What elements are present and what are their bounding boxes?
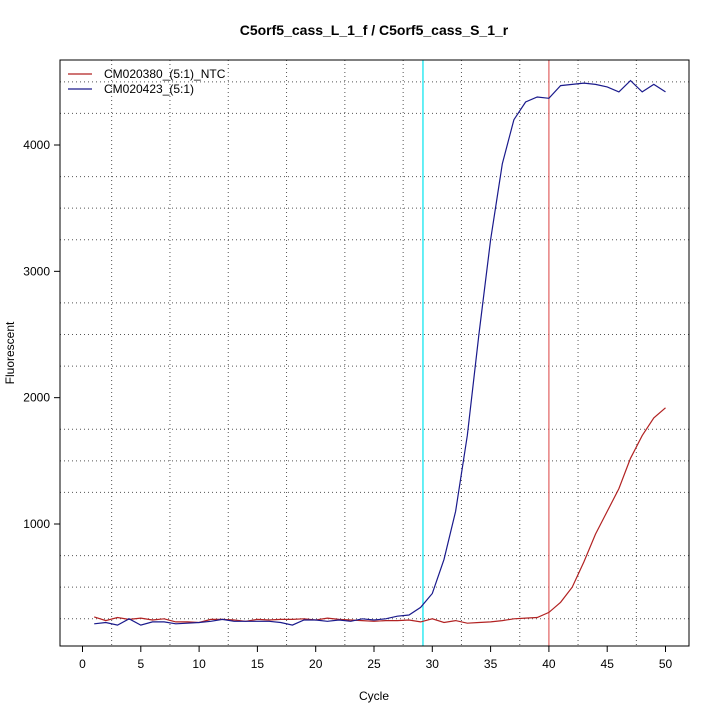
y-axis: 1000 2000 3000 4000 — [23, 138, 61, 531]
legend-label: CM020380_(5:1)_NTC — [104, 67, 226, 81]
series-lines — [94, 79, 666, 626]
x-tick-label: 20 — [309, 657, 323, 671]
y-tick-label: 2000 — [23, 391, 50, 405]
x-axis-title: Cycle — [359, 689, 389, 703]
x-tick-label: 15 — [251, 657, 265, 671]
threshold-lines — [422, 60, 550, 646]
x-tick-label: 40 — [542, 657, 556, 671]
chart-title: C5orf5_cass_L_1_f / C5orf5_cass_S_1_r — [240, 22, 509, 38]
series-line — [94, 407, 666, 624]
y-tick-label: 1000 — [23, 517, 50, 531]
x-tick-label: 10 — [192, 657, 206, 671]
y-axis-title: Fluorescent — [3, 321, 17, 384]
x-tick-label: 45 — [601, 657, 615, 671]
x-tick-label: 30 — [426, 657, 440, 671]
x-tick-label: 35 — [484, 657, 498, 671]
series-line — [94, 79, 666, 626]
x-tick-label: 25 — [367, 657, 381, 671]
x-tick-label: 50 — [659, 657, 673, 671]
x-tick-label: 0 — [79, 657, 86, 671]
plot-border — [59, 59, 690, 647]
y-tick-label: 4000 — [23, 138, 50, 152]
grid — [60, 60, 689, 646]
y-tick-label: 3000 — [23, 264, 50, 278]
legend-label: CM020423_(5:1) — [104, 82, 194, 96]
x-tick-label: 5 — [137, 657, 144, 671]
x-axis: 0 5 10 15 20 25 30 35 40 45 50 — [79, 645, 673, 671]
